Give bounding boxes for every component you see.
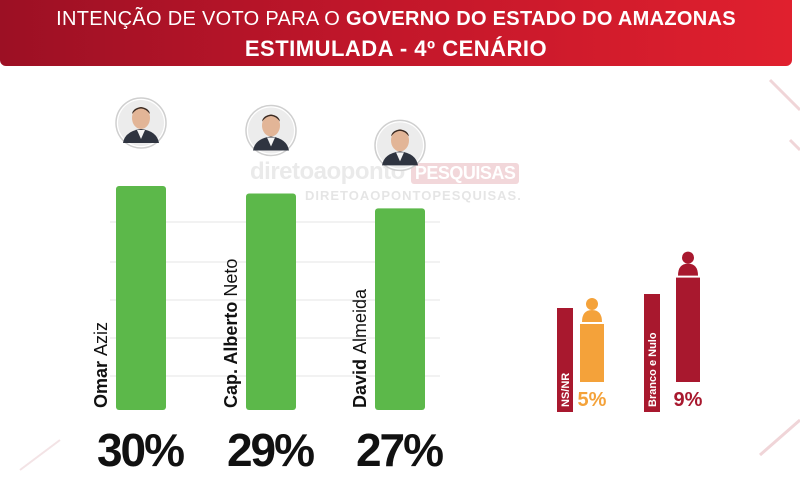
deco-stroke [19,439,61,471]
value-label: 27% [356,424,443,476]
photo-face [262,114,280,137]
candidate-last-name: Aziz [91,322,111,356]
photo-face [391,129,409,152]
photo-hair [132,107,150,114]
candidate-name-label: Cap. Alberto Neto [221,259,241,408]
watermark-badge: PESQUISAS [410,163,520,184]
deco-stroke [768,78,800,112]
deco-stroke [759,418,800,457]
watermark-logo: diretoaoponto PESQUISAS [250,158,520,186]
candidate-photo-david-almeida [374,119,426,172]
value-label: 29% [227,424,314,476]
bar-branco-e-nulo [676,277,700,382]
candidate-name-label: Omar Aziz [91,322,111,408]
chart-subtitle: ESTIMULADA - 4º CENÁRIO [244,36,548,61]
category-label-strip [644,294,660,412]
value-label: 30% [97,424,184,476]
bar-ns-nr [580,324,604,382]
title-banner: INTENÇÃO DE VOTO PARA O GOVERNO DO ESTAD… [0,0,792,66]
title-prefix: INTENÇÃO DE VOTO PARA O [56,8,347,30]
photo-hair [391,129,409,137]
person-shoulders [678,263,698,276]
candidate-last-name: Neto [221,259,241,297]
candidate-first-name: Omar [91,356,111,408]
photo-face [132,107,150,129]
category-label: Branco e Nulo [647,332,659,407]
other-bars: NS/NR 5% Branco e Nulo 9% [557,251,703,412]
watermark-url: DIRETOAOPONTOPESQUISAS. [305,188,522,203]
photo-hair [262,114,280,122]
value-label: 5% [578,389,607,411]
person-head [682,251,694,264]
candidate-first-name: Cap. Alberto [221,297,241,408]
title-highlight: GOVERNO DO ESTADO DO AMAZONAS [346,8,736,30]
chart-title: INTENÇÃO DE VOTO PARA O GOVERNO DO ESTAD… [0,8,792,31]
candidate-bars: Omar Aziz 30% Cap. Alberto Neto 29% David Al… [91,97,445,476]
watermark-brand: diretoaoponto [250,158,405,185]
person-shoulders [582,310,602,322]
decorative-strokes [19,78,800,471]
deco-stroke [788,138,800,152]
candidate-photo-omar-aziz [115,97,167,149]
bar-almeida [375,208,425,410]
photo-shirt [396,152,404,162]
candidate-first-name: David [350,354,370,408]
candidate-photo-alberto-neto [245,104,297,157]
person-icon [678,251,698,276]
person-icon [582,298,602,322]
photo-shirt [267,137,275,147]
photo-shirt [137,130,145,139]
candidate-name-label: David Almeida [350,288,370,408]
category-label: NS/NR [560,373,572,407]
category-label-strip [557,308,573,412]
candidate-last-name: Almeida [350,288,370,354]
value-label: 9% [674,389,703,411]
bar-neto [246,193,296,410]
person-head [586,298,598,310]
bar-aziz [116,186,166,410]
